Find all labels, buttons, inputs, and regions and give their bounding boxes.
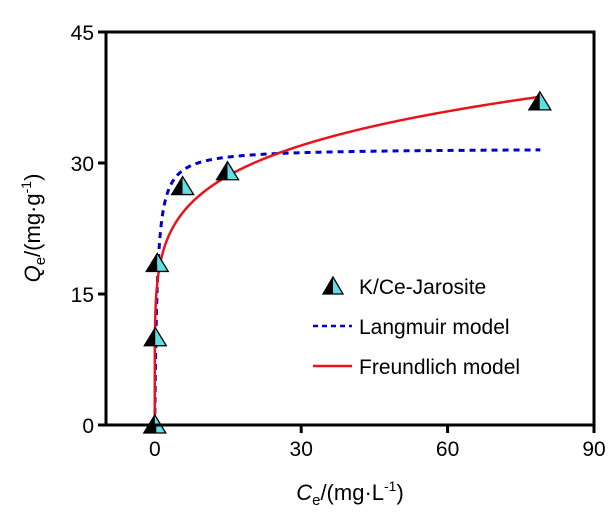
x-tick-label: 0 — [149, 438, 161, 461]
data-point-triangle — [143, 326, 168, 347]
legend-label-freundlich: Freundlich model — [359, 356, 520, 379]
legend-label-langmuir: Langmuir model — [359, 316, 510, 339]
legend-item-freundlich: Freundlich model — [313, 356, 520, 379]
x-axis-title: Ce/(mg·L-1) — [296, 478, 404, 509]
y-axis-ticks: 0 15 30 45 — [71, 22, 106, 438]
y-tick-label: 45 — [71, 22, 94, 45]
y-tick-label: 30 — [71, 153, 94, 176]
data-point-triangle — [145, 252, 170, 273]
legend-item-jarosite: K/Ce-Jarosite — [321, 275, 486, 299]
legend-marker-triangle-icon — [321, 275, 345, 295]
freundlich-model-curve — [153, 95, 541, 425]
y-axis-title: Qe/(mg·g-1) — [18, 174, 49, 283]
plot-curves — [153, 95, 541, 425]
data-point-triangle — [170, 175, 195, 196]
legend-label-jarosite: K/Ce-Jarosite — [359, 276, 486, 299]
data-point-triangle — [215, 160, 240, 181]
x-tick-label: 30 — [290, 438, 313, 461]
data-point-triangle — [527, 90, 552, 111]
y-tick-label: 0 — [82, 415, 94, 438]
legend-item-langmuir: Langmuir model — [313, 316, 510, 339]
x-axis-ticks: 0 30 60 90 — [149, 425, 606, 461]
legend: K/Ce-Jarosite Langmuir model Freundlich … — [313, 275, 520, 379]
y-tick-label: 15 — [71, 284, 94, 307]
plot-markers — [142, 90, 552, 434]
x-tick-label: 60 — [436, 438, 459, 461]
x-tick-label: 90 — [582, 438, 605, 461]
plot-frame — [104, 30, 596, 427]
